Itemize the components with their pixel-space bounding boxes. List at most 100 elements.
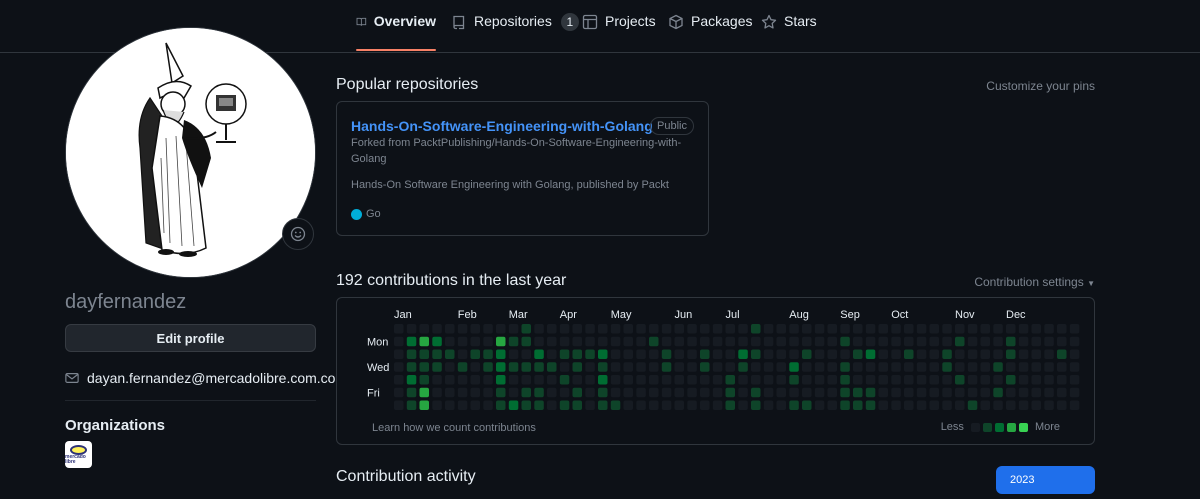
contribution-day-cell[interactable] xyxy=(674,349,685,360)
contribution-day-cell[interactable] xyxy=(585,362,595,372)
contribution-day-cell[interactable] xyxy=(559,387,570,398)
contribution-day-cell[interactable] xyxy=(470,349,481,360)
learn-contributions-link[interactable]: Learn how we count contributions xyxy=(372,422,536,434)
contribution-day-cell[interactable] xyxy=(916,324,927,334)
contribution-day-cell[interactable] xyxy=(789,375,799,385)
contribution-day-cell[interactable] xyxy=(1057,387,1067,398)
contribution-day-cell[interactable] xyxy=(1018,362,1029,372)
contribution-day-cell[interactable] xyxy=(967,324,978,334)
contribution-day-cell[interactable] xyxy=(1031,375,1042,385)
contribution-day-cell[interactable] xyxy=(993,324,1003,334)
contribution-day-cell[interactable] xyxy=(712,324,723,334)
contribution-day-cell[interactable] xyxy=(394,336,404,347)
contribution-day-cell[interactable] xyxy=(955,400,965,411)
tab-projects[interactable]: Projects xyxy=(582,13,656,51)
contribution-day-cell[interactable] xyxy=(1006,400,1016,411)
contribution-day-cell[interactable] xyxy=(878,324,889,334)
contribution-day-cell[interactable] xyxy=(661,400,672,411)
contribution-day-cell[interactable] xyxy=(993,387,1003,398)
contribution-day-cell[interactable] xyxy=(942,375,952,385)
contribution-day-cell[interactable] xyxy=(865,362,876,372)
contribution-day-cell[interactable] xyxy=(980,349,991,360)
contribution-day-cell[interactable] xyxy=(1069,387,1080,398)
contribution-day-cell[interactable] xyxy=(483,362,493,372)
contribution-day-cell[interactable] xyxy=(636,387,646,398)
contribution-day-cell[interactable] xyxy=(521,324,532,334)
contribution-day-cell[interactable] xyxy=(661,387,672,398)
contribution-day-cell[interactable] xyxy=(776,362,787,372)
contribution-day-cell[interactable] xyxy=(406,324,417,334)
contribution-day-cell[interactable] xyxy=(904,324,914,334)
contribution-day-cell[interactable] xyxy=(636,349,646,360)
contribution-day-cell[interactable] xyxy=(814,387,825,398)
contribution-day-cell[interactable] xyxy=(929,362,940,372)
contribution-day-cell[interactable] xyxy=(1057,362,1067,372)
contribution-day-cell[interactable] xyxy=(572,336,583,347)
contribution-day-cell[interactable] xyxy=(572,324,583,334)
edit-profile-button[interactable]: Edit profile xyxy=(65,324,316,352)
contribution-day-cell[interactable] xyxy=(598,349,608,360)
contribution-day-cell[interactable] xyxy=(508,400,519,411)
contribution-day-cell[interactable] xyxy=(827,336,838,347)
contribution-day-cell[interactable] xyxy=(840,387,850,398)
contribution-day-cell[interactable] xyxy=(470,336,481,347)
contribution-day-cell[interactable] xyxy=(649,362,659,372)
contribution-day-cell[interactable] xyxy=(814,375,825,385)
contribution-day-cell[interactable] xyxy=(789,387,799,398)
contribution-day-cell[interactable] xyxy=(789,324,799,334)
contribution-day-cell[interactable] xyxy=(712,375,723,385)
contribution-day-cell[interactable] xyxy=(496,375,506,385)
contribution-day-cell[interactable] xyxy=(929,336,940,347)
contribution-day-cell[interactable] xyxy=(789,336,799,347)
contribution-day-cell[interactable] xyxy=(674,387,685,398)
contribution-day-cell[interactable] xyxy=(878,375,889,385)
contribution-day-cell[interactable] xyxy=(432,324,442,334)
contribution-day-cell[interactable] xyxy=(993,336,1003,347)
contribution-day-cell[interactable] xyxy=(598,362,608,372)
contribution-day-cell[interactable] xyxy=(636,362,646,372)
contribution-day-cell[interactable] xyxy=(967,362,978,372)
contribution-day-cell[interactable] xyxy=(610,375,621,385)
contribution-settings-dropdown[interactable]: Contribution settings ▼ xyxy=(974,275,1095,289)
contribution-day-cell[interactable] xyxy=(763,362,774,372)
contribution-day-cell[interactable] xyxy=(623,362,634,372)
contribution-day-cell[interactable] xyxy=(394,349,404,360)
contribution-day-cell[interactable] xyxy=(559,362,570,372)
contribution-day-cell[interactable] xyxy=(865,336,876,347)
contribution-day-cell[interactable] xyxy=(1018,324,1029,334)
contribution-day-cell[interactable] xyxy=(725,324,736,334)
customize-pins-link[interactable]: Customize your pins xyxy=(986,79,1095,93)
contribution-day-cell[interactable] xyxy=(1006,349,1016,360)
contribution-day-cell[interactable] xyxy=(891,362,901,372)
contribution-day-cell[interactable] xyxy=(394,400,404,411)
contribution-day-cell[interactable] xyxy=(916,362,927,372)
contribution-day-cell[interactable] xyxy=(394,387,404,398)
contribution-day-cell[interactable] xyxy=(751,324,761,334)
contribution-day-cell[interactable] xyxy=(419,387,430,398)
contribution-day-cell[interactable] xyxy=(840,349,850,360)
contribution-day-cell[interactable] xyxy=(955,375,965,385)
contribution-day-cell[interactable] xyxy=(432,336,442,347)
contribution-day-cell[interactable] xyxy=(1044,349,1054,360)
contribution-day-cell[interactable] xyxy=(687,349,697,360)
contribution-day-cell[interactable] xyxy=(534,324,544,334)
contribution-day-cell[interactable] xyxy=(636,400,646,411)
contribution-day-cell[interactable] xyxy=(751,349,761,360)
contribution-day-cell[interactable] xyxy=(496,400,506,411)
contribution-day-cell[interactable] xyxy=(457,324,468,334)
contribution-day-cell[interactable] xyxy=(700,349,710,360)
contribution-day-cell[interactable] xyxy=(942,324,952,334)
contribution-day-cell[interactable] xyxy=(700,387,710,398)
year-2023-button[interactable]: 2023 xyxy=(996,466,1095,494)
contribution-day-cell[interactable] xyxy=(661,336,672,347)
contribution-day-cell[interactable] xyxy=(1044,324,1054,334)
contribution-day-cell[interactable] xyxy=(1006,375,1016,385)
contribution-day-cell[interactable] xyxy=(508,375,519,385)
contribution-day-cell[interactable] xyxy=(967,375,978,385)
contribution-day-cell[interactable] xyxy=(853,336,863,347)
contribution-day-cell[interactable] xyxy=(712,336,723,347)
contribution-day-cell[interactable] xyxy=(827,349,838,360)
contribution-day-cell[interactable] xyxy=(916,400,927,411)
contribution-day-cell[interactable] xyxy=(496,336,506,347)
contribution-day-cell[interactable] xyxy=(712,362,723,372)
